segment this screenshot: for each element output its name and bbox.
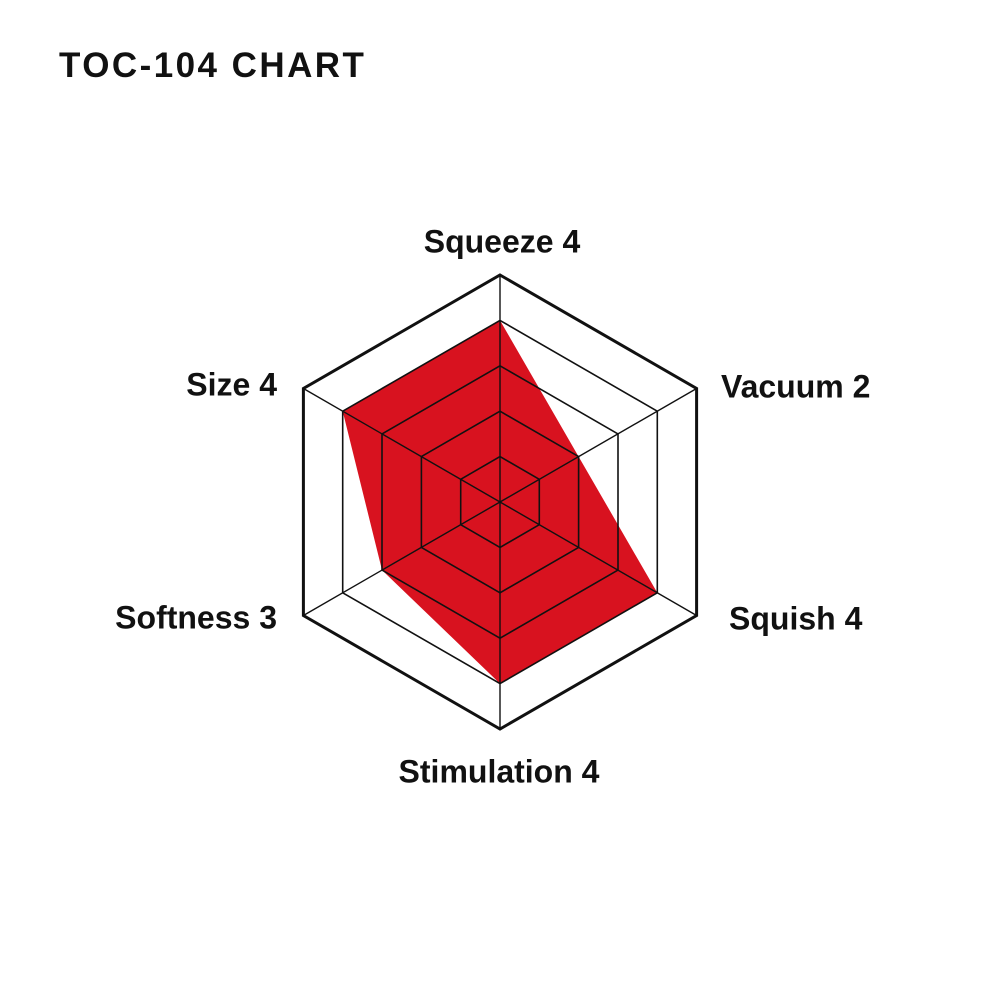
axis-label-vacuum: Vacuum 2	[721, 368, 871, 405]
axis-label-stimulation: Stimulation 4	[398, 753, 600, 790]
axis-label-softness: Softness 3	[115, 599, 277, 636]
axis-label-size: Size 4	[186, 366, 277, 403]
axis-label-squish: Squish 4	[729, 600, 863, 637]
axis-label-squeeze: Squeeze 4	[423, 223, 581, 260]
radar-grid-lines	[301, 273, 699, 731]
chart-title: TOC-104 CHART	[59, 46, 367, 85]
